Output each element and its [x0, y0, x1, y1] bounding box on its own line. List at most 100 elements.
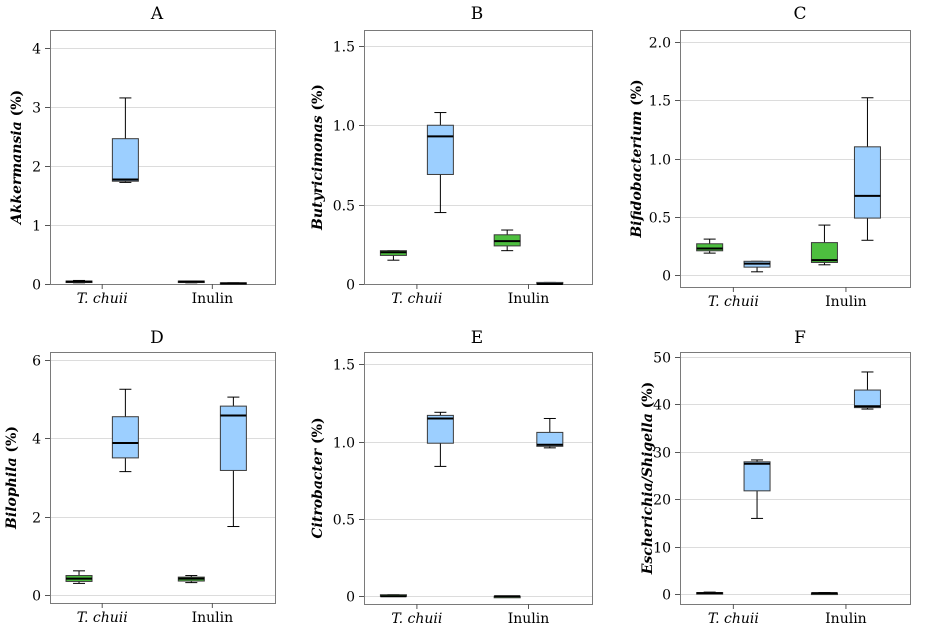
box-iqr: [426, 124, 454, 175]
box-control: [379, 250, 407, 261]
panel-title: A: [150, 4, 164, 24]
y-tick-label: 40: [653, 398, 671, 414]
x-category-label: T. chuii: [77, 291, 128, 307]
chart-panel-b: 0 0.5 1.0 1.5 B Butyricimonas (%) T. chuii Inul…: [310, 4, 593, 307]
panel-title: E: [471, 328, 483, 348]
y-tick-label: 20: [653, 493, 671, 509]
y-axis-label-genus: Escherichia/Shigella: [640, 413, 656, 575]
y-axis-label: Bifidobacterium (%): [629, 79, 645, 238]
box-control: [493, 229, 521, 252]
y-axis-label-genus: Citrobacter: [310, 447, 326, 538]
box-control: [177, 575, 205, 584]
y-tick-label: 50: [653, 351, 671, 367]
y-tick-label: 6: [32, 354, 41, 370]
x-category-label: Inulin: [508, 611, 550, 627]
x-category-label: Inulin: [192, 610, 234, 626]
box-control: [177, 280, 205, 284]
y-axis-label: Bilophila (%): [4, 426, 20, 530]
chart-panel-c: 0 0.5 1.0 1.5 2.0 C Bifidobacterium (%) T. chui…: [629, 4, 911, 310]
y-tick-label: 4: [32, 432, 41, 448]
y-axis-label-genus: Akkermansia: [9, 121, 25, 226]
y-tick-label: 10: [653, 541, 671, 557]
box-treated: [536, 281, 564, 285]
y-tick-label: 2: [32, 160, 41, 176]
box-treated: [853, 97, 881, 241]
box-iqr: [810, 242, 838, 263]
box-control: [493, 595, 521, 599]
x-category-label: T. chuii: [708, 294, 759, 310]
y-tick-label: 0.5: [649, 211, 671, 227]
box-treated: [111, 388, 139, 473]
box-iqr: [426, 414, 454, 444]
y-tick-label: 4: [32, 42, 41, 58]
y-tick-label: 1.0: [333, 119, 355, 135]
box-control: [810, 224, 838, 266]
panel-title: F: [794, 328, 806, 348]
y-axis-label-genus: Bifidobacterium: [629, 111, 645, 239]
plot-frame: [680, 352, 911, 605]
x-category-label: Inulin: [192, 291, 234, 307]
y-axis-label-unit: (%): [310, 417, 326, 448]
x-category-label: T. chuii: [391, 611, 442, 627]
x-category-label: Inulin: [508, 291, 550, 307]
box-control: [696, 238, 724, 254]
y-tick-label: 2: [32, 511, 41, 527]
y-axis-label: Escherichia/Shigella (%): [640, 382, 656, 576]
chart-panel-e: 0 0.5 1.0 1.5 E Citrobacter (%) T. chuii Inulin: [310, 328, 593, 627]
y-axis-label: Citrobacter (%): [310, 417, 326, 538]
y-tick-label: 1.5: [333, 358, 355, 374]
x-category-label: Inulin: [825, 611, 867, 627]
box-iqr: [111, 138, 139, 182]
chart-panel-a: 0 1 2 3 4 A Akkermansia (%) T. chuii Inulin: [9, 4, 276, 307]
panel-title: C: [793, 4, 806, 24]
box-treated: [111, 97, 139, 183]
y-tick-label: 3: [32, 101, 41, 117]
x-category-label: T. chuii: [708, 611, 759, 627]
y-tick-label: 0.5: [333, 199, 355, 215]
plot-frame: [50, 352, 276, 604]
panel-title: B: [471, 4, 484, 24]
chart-panel-f: 0 10 20 30 40 50 F Escherichia/Shigella (%) T. c…: [640, 328, 911, 627]
box-control: [65, 570, 93, 584]
y-axis-label-genus: Butyricimonas: [310, 115, 326, 231]
box-treated: [536, 417, 564, 449]
plot-frame: [364, 30, 593, 285]
box-iqr: [853, 389, 881, 409]
y-axis-label: Butyricimonas (%): [310, 84, 326, 231]
box-iqr: [853, 146, 881, 219]
x-category-label: T. chuii: [77, 610, 128, 626]
x-category-label: Inulin: [825, 294, 867, 310]
plot-frame: [680, 30, 911, 288]
y-tick-label: 0: [346, 278, 355, 294]
box-treated: [853, 371, 881, 410]
y-axis-label-unit: (%): [9, 90, 25, 121]
x-category-label: T. chuii: [391, 291, 442, 307]
y-tick-label: 30: [653, 446, 671, 462]
box-control: [810, 592, 838, 596]
box-control: [379, 594, 407, 598]
box-treated: [219, 396, 247, 528]
y-tick-label: 0.5: [333, 513, 355, 529]
panel-title: D: [150, 328, 164, 348]
y-axis-label-unit: (%): [629, 79, 645, 110]
plot-frame: [364, 352, 593, 605]
y-axis-label-genus: Bilophila: [4, 457, 20, 529]
box-control: [696, 591, 724, 595]
y-tick-label: 0: [346, 590, 355, 606]
y-tick-label: 1: [32, 219, 41, 235]
y-tick-label: 0: [662, 269, 671, 285]
box-iqr: [743, 461, 771, 492]
y-tick-label: 1.0: [649, 153, 671, 169]
y-tick-label: 1.5: [333, 40, 355, 56]
y-axis-label-unit: (%): [640, 382, 656, 413]
box-treated: [743, 459, 771, 519]
box-iqr: [536, 431, 564, 447]
box-treated: [426, 411, 454, 467]
chart-panel-d: 0 2 4 6 D Bilophila (%) T. chuii Inulin: [4, 328, 276, 626]
box-iqr: [219, 405, 247, 471]
box-treated: [219, 282, 247, 285]
y-axis-label-unit: (%): [310, 84, 326, 115]
box-treated: [426, 112, 454, 214]
y-axis-label: Akkermansia (%): [9, 90, 25, 226]
